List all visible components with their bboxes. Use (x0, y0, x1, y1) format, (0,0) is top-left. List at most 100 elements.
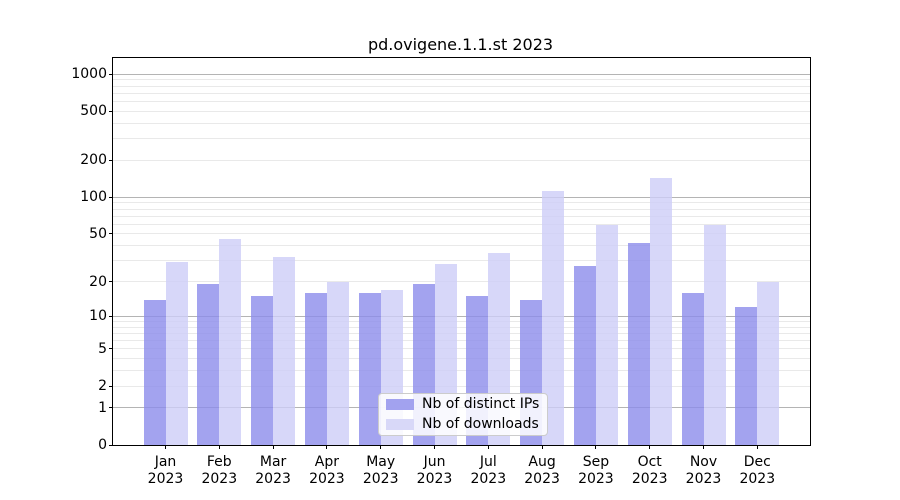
x-tick-year: 2023 (201, 471, 238, 487)
x-tick-year: 2023 (309, 471, 345, 487)
x-tick-label: May 2023 (348, 454, 414, 488)
bar-downloads (165, 262, 188, 445)
x-tick-mark (272, 445, 274, 449)
y-tick-mark (109, 315, 113, 317)
y-tick-mark (109, 110, 113, 112)
plot-area (112, 57, 811, 446)
x-tick-year: 2023 (578, 471, 614, 487)
x-tick-month: Aug (528, 454, 556, 470)
x-tick-month: Dec (743, 454, 771, 470)
major-gridline (113, 73, 810, 75)
x-tick-label: Jan 2023 (133, 454, 199, 488)
x-tick-year: 2023 (685, 471, 722, 487)
minor-gridline (113, 215, 810, 217)
chart-title: pd.ovigene.1.1.st 2023 (367, 35, 554, 54)
x-tick-label: Dec 2023 (724, 454, 790, 488)
legend-label-distinct-ips: Nb of distinct IPs (422, 396, 540, 412)
x-tick-mark (541, 445, 543, 449)
x-tick-label: Oct 2023 (617, 454, 683, 488)
minor-gridline (113, 340, 810, 342)
y-tick-label: 20 (89, 273, 107, 290)
major-gridline (113, 315, 810, 317)
x-tick-year: 2023 (147, 471, 184, 487)
bar-downloads (649, 177, 672, 445)
y-tick-label: 200 (80, 152, 107, 169)
minor-gridline (113, 385, 810, 387)
x-tick-mark (595, 445, 597, 449)
x-tick-label: Nov 2023 (671, 454, 737, 488)
x-tick-mark (165, 445, 166, 449)
y-tick-label: 0 (98, 437, 107, 453)
y-tick-mark (109, 348, 113, 350)
x-tick-mark (756, 445, 758, 449)
bar-distinct-ips (573, 266, 596, 445)
x-tick-mark (434, 445, 435, 449)
x-tick-mark (703, 445, 704, 449)
bar-distinct-ips (681, 292, 704, 445)
minor-gridline (113, 110, 810, 112)
major-gridline (113, 196, 810, 198)
x-tick-month: Nov (689, 454, 718, 470)
minor-gridline (113, 92, 810, 94)
x-tick-month: Mar (259, 454, 287, 470)
x-tick-year: 2023 (362, 471, 399, 487)
x-tick-year: 2023 (470, 471, 507, 487)
y-tick-mark (109, 385, 113, 387)
minor-gridline (113, 79, 810, 81)
bar-distinct-ips (304, 292, 327, 445)
minor-gridline (113, 202, 810, 204)
x-tick-label: Aug 2023 (509, 454, 575, 488)
y-tick-label: 5 (98, 340, 107, 357)
x-tick-year: 2023 (416, 471, 453, 487)
minor-gridline (113, 320, 810, 322)
y-tick-mark (109, 233, 113, 235)
x-tick-mark (380, 445, 382, 449)
minor-gridline (113, 85, 810, 87)
y-tick-label: 1000 (71, 66, 107, 83)
y-tick-label: 10 (89, 308, 107, 325)
bar-distinct-ips (358, 292, 381, 445)
minor-gridline (113, 245, 810, 247)
legend-item-downloads: Nb of downloads (386, 416, 540, 433)
minor-gridline (113, 122, 810, 124)
minor-gridline (113, 233, 810, 235)
minor-gridline (113, 348, 810, 350)
x-tick-mark (649, 445, 651, 449)
y-tick-mark (109, 159, 113, 161)
bar-distinct-ips (143, 299, 166, 445)
x-tick-month: Jun (423, 454, 446, 470)
minor-gridline (113, 260, 810, 262)
x-tick-label: Feb 2023 (186, 454, 252, 488)
y-tick-mark (109, 407, 113, 409)
legend-label-downloads: Nb of downloads (422, 416, 539, 432)
x-tick-label: Sep 2023 (563, 454, 629, 488)
x-tick-month: Feb (206, 454, 232, 470)
y-tick-label: 1 (98, 399, 107, 416)
x-tick-month: Sep (582, 454, 610, 470)
x-tick-month: Apr (314, 454, 339, 470)
bar-distinct-ips (251, 296, 274, 445)
minor-gridline (113, 370, 810, 372)
x-tick-label: Jul 2023 (455, 454, 521, 488)
minor-gridline (113, 100, 810, 102)
bar-downloads (542, 190, 565, 445)
bar-downloads (757, 281, 780, 445)
x-tick-mark (326, 445, 328, 449)
y-tick-mark (109, 196, 113, 198)
bar-distinct-ips (735, 307, 758, 445)
minor-gridline (113, 326, 810, 328)
x-tick-month: Jan (154, 454, 177, 470)
x-tick-year: 2023 (524, 471, 560, 487)
x-tick-year: 2023 (739, 471, 776, 487)
y-tick-label: 100 (80, 189, 107, 206)
bar-downloads (273, 257, 296, 445)
x-tick-mark (218, 445, 220, 449)
bar-downloads (326, 281, 349, 445)
bar-downloads (703, 225, 726, 445)
minor-gridline (113, 332, 810, 334)
y-tick-mark (109, 73, 113, 75)
minor-gridline (113, 208, 810, 210)
x-tick-label: Apr 2023 (294, 454, 360, 488)
legend: Nb of distinct IPs Nb of downloads (378, 393, 548, 436)
